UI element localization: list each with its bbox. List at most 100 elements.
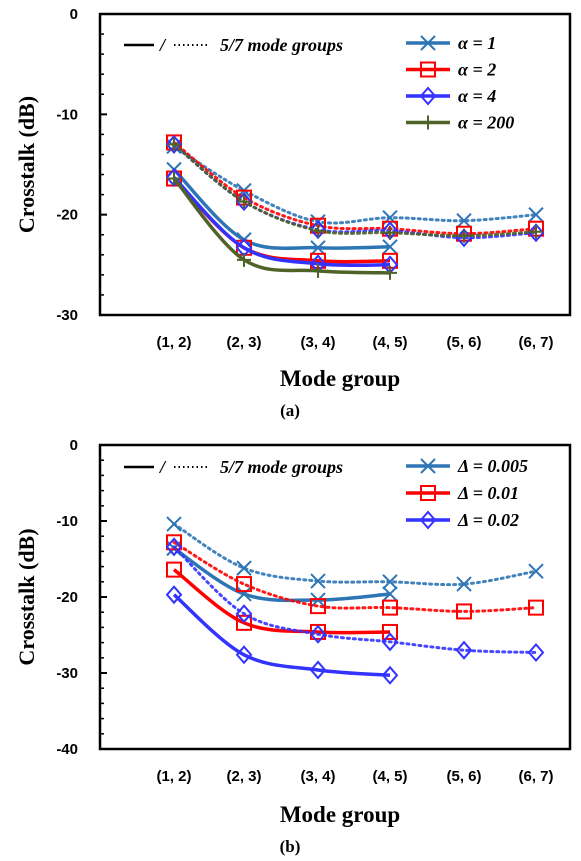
legend-label: Δ = 0.005 [457, 456, 528, 476]
data-point [311, 223, 325, 238]
data-point [382, 239, 398, 255]
data-point [167, 137, 181, 152]
data-point [237, 194, 251, 209]
data-point [166, 561, 182, 578]
y-tick-label: -30 [56, 665, 78, 682]
data-point [236, 576, 252, 593]
series-0 [166, 516, 544, 608]
legend-label: Δ = 0.01 [457, 483, 519, 503]
y-tick-label: -10 [56, 513, 78, 530]
panel-caption: (b) [280, 837, 301, 856]
x-tick-label: (2, 3) [226, 768, 261, 785]
series-solid-line [172, 168, 391, 250]
data-point [455, 640, 473, 660]
data-point [528, 563, 544, 579]
series-2 [165, 537, 545, 685]
data-point [528, 599, 544, 616]
data-point [165, 585, 183, 605]
legend-marker [419, 510, 437, 530]
data-point [310, 240, 326, 256]
data-point [310, 573, 326, 589]
data-point [236, 614, 252, 631]
legend-label: α = 2 [458, 60, 496, 80]
series-solid-line [172, 593, 391, 678]
legend-marker [420, 35, 436, 51]
legend-slash: / [158, 35, 167, 55]
series-dotted-line [172, 522, 538, 587]
data-point [382, 599, 398, 616]
y-tick-label: 0 [70, 6, 78, 23]
series-dotted-line [172, 144, 538, 225]
x-tick-label: (4, 5) [372, 768, 407, 785]
chart-b: 0 -10 -20 -30 -40 (1, 2) (2, 3) (3, 4) (4, 5) (5,… [14, 437, 572, 856]
series-solid-line [173, 546, 391, 603]
legend-label: Δ = 0.02 [457, 510, 519, 530]
y-tick-label: -40 [56, 741, 78, 758]
x-tick-label: (2, 3) [226, 334, 261, 351]
data-point [383, 225, 397, 240]
y-tick-label: -30 [56, 307, 78, 324]
legend-marker [420, 485, 436, 501]
data-point [527, 223, 545, 243]
data-point [165, 134, 183, 154]
data-point [382, 574, 398, 590]
y-tick-label: -20 [56, 589, 78, 606]
x-axis-label: Mode group [280, 802, 400, 827]
series-dotted-line [172, 545, 538, 654]
series-2 [165, 134, 545, 275]
data-point [166, 534, 182, 551]
data-point [456, 212, 472, 229]
plot-frame [98, 12, 572, 317]
x-tick-label: (6, 7) [518, 768, 553, 785]
data-point [456, 603, 472, 620]
data-point [527, 642, 545, 662]
data-point [382, 586, 398, 602]
legend-label: α = 4 [458, 86, 496, 106]
series-dotted-line [172, 142, 538, 238]
data-point [237, 252, 251, 267]
series-dotted-line [172, 140, 538, 236]
x-tick-label: (5, 6) [446, 768, 481, 785]
y-axis-label: Crosstalk (dB) [14, 96, 39, 233]
data-point [382, 623, 398, 640]
data-point [165, 537, 183, 557]
legend-marker [420, 458, 436, 474]
x-tick-label: (5, 6) [446, 334, 481, 351]
series-1 [166, 534, 544, 640]
legend-slash: / [158, 457, 167, 477]
legend-style-note: 5/7 mode groups [220, 35, 343, 55]
data-point [235, 604, 253, 624]
panel-caption: (a) [280, 401, 300, 420]
data-point [309, 660, 327, 680]
data-point [529, 224, 543, 239]
legend-label: α = 200 [458, 113, 514, 133]
x-tick-label: (4, 5) [372, 334, 407, 351]
y-tick-label: -10 [56, 106, 78, 123]
legend-label: α = 1 [458, 33, 496, 53]
data-point [457, 228, 471, 243]
data-point [381, 632, 399, 652]
data-point [236, 586, 252, 602]
y-axis-label: Crosstalk (dB) [14, 528, 39, 665]
data-point [235, 645, 253, 665]
data-point [310, 598, 326, 615]
series-solid-line [172, 568, 391, 635]
data-point [236, 560, 252, 576]
x-tick-label: (3, 4) [300, 334, 335, 351]
legend-marker [420, 61, 436, 78]
x-tick-label: (3, 4) [300, 768, 335, 785]
data-point [456, 576, 472, 592]
legend-style-note: 5/7 mode groups [220, 457, 343, 477]
y-tick-label: -20 [56, 207, 78, 224]
data-point [311, 263, 325, 278]
data-point [381, 665, 399, 685]
y-tick-label: 0 [70, 437, 78, 454]
series-3 [167, 137, 543, 280]
x-tick-label: (6, 7) [518, 334, 553, 351]
legend-marker [419, 86, 437, 106]
x-tick-label: (1, 2) [156, 334, 191, 351]
data-point [383, 265, 397, 280]
x-axis-label: Mode group [280, 366, 400, 391]
data-point [167, 171, 181, 186]
legend-marker [421, 115, 435, 130]
